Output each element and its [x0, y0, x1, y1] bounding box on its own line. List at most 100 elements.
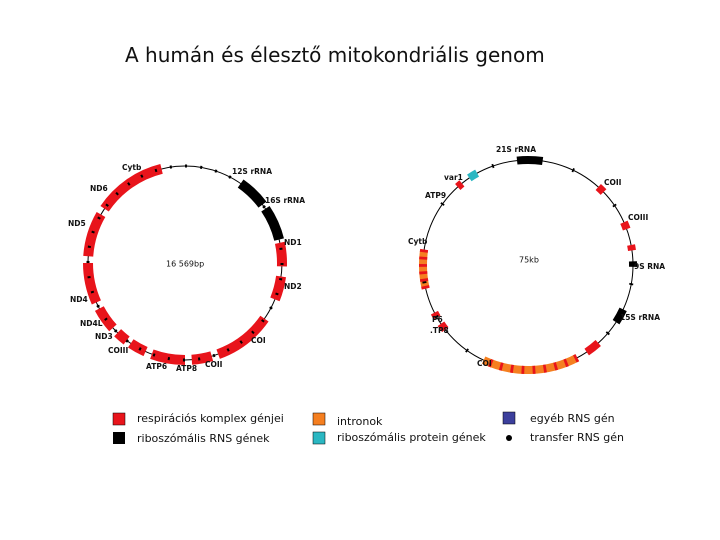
gene-arc — [440, 202, 445, 206]
genome-size: 75kb — [519, 256, 539, 265]
gene-label: 9S RNA — [634, 262, 665, 271]
gene-label: COI — [251, 336, 266, 345]
legend-label: respirációs komplex génjei — [137, 412, 284, 425]
gene-arc — [241, 183, 245, 187]
gene-arc — [437, 321, 449, 333]
gene-label: 12S rRNA — [232, 167, 272, 176]
gene-arc — [127, 339, 148, 357]
gene-arc — [251, 330, 255, 335]
gene-label: Cytb — [408, 237, 428, 246]
gene-arc — [105, 203, 109, 207]
legend-label: egyéb RNS gén — [530, 412, 615, 425]
gene-arc — [125, 339, 129, 343]
gene-arc — [563, 358, 569, 368]
gene-arc — [154, 168, 158, 173]
gene-arc — [262, 205, 266, 209]
gene-arc — [612, 307, 627, 325]
gene-label: ATP6 — [146, 362, 167, 371]
gene-arc — [421, 285, 430, 290]
gene-label: ND3 — [95, 332, 113, 341]
gene-arcs — [83, 156, 637, 374]
gene-arc — [467, 169, 480, 182]
gene-label: COI — [477, 359, 492, 368]
gene-arc — [115, 191, 119, 196]
gene-arc — [270, 275, 287, 302]
gene-label: ATP9 — [425, 191, 446, 200]
gene-label: Cytb — [122, 163, 142, 172]
legend-label: riboszómális protein gének — [337, 431, 486, 444]
gene-arc — [226, 348, 230, 352]
gene-arc — [96, 304, 100, 308]
gene-arc — [620, 220, 631, 231]
gene-arc — [627, 244, 636, 251]
gene-arc — [553, 362, 559, 371]
gene-arc — [584, 340, 601, 356]
gene-label: COIII — [108, 346, 128, 355]
legend-swatch — [506, 435, 512, 441]
gene-arc — [104, 317, 108, 321]
gene-label: 21S rRNA — [496, 145, 536, 154]
gene-arc — [113, 329, 118, 333]
gene-arc — [91, 230, 95, 234]
gene-label: COII — [205, 360, 223, 369]
gene-arc — [516, 156, 544, 165]
legend-swatch — [312, 431, 326, 445]
gene-arc — [152, 353, 156, 357]
gene-arc — [239, 340, 243, 344]
gene-arc — [612, 203, 617, 208]
gene-label: .TP8 — [430, 326, 449, 335]
gene-label: COIII — [628, 213, 648, 222]
gene-arc — [83, 262, 102, 305]
gene-arc — [498, 362, 504, 371]
legend-swatch — [113, 432, 125, 444]
gene-arc — [261, 319, 265, 323]
gene-label: COII — [604, 178, 622, 187]
gene-arc — [140, 174, 144, 178]
gene-label: ATP8 — [176, 364, 197, 373]
gene-label: 16S rRNA — [265, 196, 305, 205]
legend-label: riboszómális RNS gének — [137, 432, 270, 445]
gene-arc — [237, 179, 267, 208]
gene-label: ND2 — [284, 282, 302, 291]
gene-arc — [571, 168, 575, 173]
gene-label: ND1 — [284, 238, 302, 247]
gene-arc — [595, 183, 607, 195]
gene-arc — [465, 348, 469, 353]
legend-label: intronok — [337, 415, 383, 428]
legend-swatch — [502, 411, 516, 425]
gene-arc — [228, 175, 232, 179]
legend-label: transfer RNS gén — [530, 431, 624, 444]
title: A humán és élesztő mitokondriális genom — [125, 43, 545, 67]
gene-arc — [90, 290, 95, 294]
gene-arc — [491, 163, 495, 169]
gene-arc — [455, 180, 465, 190]
gene-label: var1 — [444, 173, 463, 182]
gene-arc — [216, 315, 269, 359]
gene-arc — [488, 358, 494, 368]
gene-arc — [270, 218, 274, 222]
gene-arc — [573, 354, 580, 363]
gene-arc — [269, 306, 273, 310]
gene-arc — [274, 241, 287, 267]
gene-arc — [191, 351, 214, 365]
gene-label: ND5 — [68, 219, 86, 228]
gene-arc — [481, 354, 580, 374]
gene-arc — [127, 182, 131, 186]
legend-swatch — [112, 412, 126, 426]
gene-arc — [83, 212, 106, 257]
gene-arc — [114, 329, 130, 345]
gene-label: ND4L — [80, 319, 103, 328]
gene-arc — [97, 216, 101, 220]
gene-label: P6 — [432, 315, 443, 324]
gene-arc — [261, 205, 284, 241]
gene-label: 15S rRNA — [620, 313, 660, 322]
gene-arc — [214, 169, 218, 173]
gene-arc — [275, 232, 280, 236]
gene-arc — [605, 331, 610, 336]
gene-arc — [252, 193, 257, 197]
gene-arc — [275, 292, 279, 296]
gene-label: ND4 — [70, 295, 88, 304]
genome-size: 16 569bp — [166, 260, 204, 269]
gene-label: ND6 — [90, 184, 108, 193]
